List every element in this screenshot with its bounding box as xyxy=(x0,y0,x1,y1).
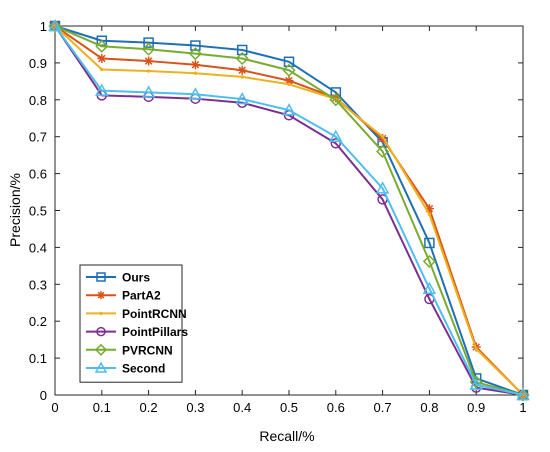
legend-label: Second xyxy=(122,362,165,376)
data-point-square xyxy=(283,56,295,68)
data-point-triangle xyxy=(188,87,203,100)
y-tick-label: 0.1 xyxy=(29,351,47,366)
legend-item: PartA2 xyxy=(86,289,161,303)
legend-item: PointPillars xyxy=(86,325,188,339)
y-tick-label: 0.6 xyxy=(29,167,47,182)
data-point-triangle xyxy=(141,85,156,98)
legend-item: PointRCNN xyxy=(86,307,187,321)
x-tick-label: 0 xyxy=(51,400,58,415)
x-axis-label: Recall/% xyxy=(259,428,314,444)
y-tick-label: 1 xyxy=(40,19,47,34)
asterisk-stroke xyxy=(191,60,200,69)
data-point-asterisk xyxy=(190,60,200,70)
series-pvrcnn xyxy=(48,19,530,402)
x-tick-label: 0.8 xyxy=(420,400,438,415)
asterisk-stroke xyxy=(238,66,246,75)
data-point-diamond xyxy=(94,343,108,356)
legend-label: PartA2 xyxy=(122,289,161,303)
series-line xyxy=(54,25,524,396)
x-tick-label: 1 xyxy=(519,400,526,415)
data-point-triangle xyxy=(469,377,483,390)
data-point-diamond xyxy=(469,375,483,389)
x-tick-label: 0.6 xyxy=(327,400,345,415)
data-point-diamond xyxy=(188,47,202,61)
data-point-diamond xyxy=(142,42,156,56)
data-point-square xyxy=(143,37,154,48)
legend-item: Ours xyxy=(86,271,150,285)
data-point-circle xyxy=(96,326,106,337)
asterisk-stroke xyxy=(98,54,106,63)
legend-item: PVRCNN xyxy=(86,343,173,357)
data-point-dot xyxy=(193,71,198,75)
series-second xyxy=(48,18,530,401)
legend-label: PointRCNN xyxy=(122,307,187,321)
data-point-diamond xyxy=(48,19,62,33)
y-tick-label: 0.3 xyxy=(29,277,47,292)
data-point-dot xyxy=(100,67,104,72)
data-point-dot xyxy=(240,75,244,79)
x-tick-label: 0.4 xyxy=(233,400,251,415)
legend-box xyxy=(79,264,183,383)
data-point-dot xyxy=(380,134,385,139)
y-tick-label: 0.4 xyxy=(29,240,47,255)
asterisk-stroke xyxy=(97,291,105,299)
data-point-triangle xyxy=(48,18,62,32)
legend: Ours PartA2 PointRCNN PointPillars PVRCNN Sec… xyxy=(79,264,188,383)
asterisk-stroke xyxy=(285,76,293,85)
y-tick-label: 0.8 xyxy=(29,93,47,108)
data-point-triangle xyxy=(375,181,390,194)
data-point-triangle xyxy=(422,281,437,294)
legend-label: Ours xyxy=(122,271,150,285)
x-tick-label: 0.7 xyxy=(374,400,392,415)
legend-label: PointPillars xyxy=(122,325,188,339)
data-point-triangle xyxy=(516,387,530,401)
data-point-dot xyxy=(99,311,103,316)
y-tick-label: 0 xyxy=(40,388,47,403)
x-tick-label: 0.1 xyxy=(93,400,111,415)
data-point-diamond xyxy=(329,93,343,107)
legend-item: Second xyxy=(86,361,165,376)
data-point-triangle xyxy=(94,361,108,373)
asterisk-stroke xyxy=(144,57,153,65)
data-point-diamond xyxy=(422,254,436,268)
series-lines xyxy=(48,18,530,402)
data-point-square xyxy=(424,237,435,249)
data-point-asterisk xyxy=(97,53,107,63)
data-point-dot xyxy=(474,347,478,351)
data-point-triangle xyxy=(329,129,343,142)
data-point-triangle xyxy=(282,103,296,116)
data-point-triangle xyxy=(95,83,109,96)
data-point-diamond xyxy=(282,63,296,77)
y-tick-label: 0.2 xyxy=(29,314,47,329)
data-point-asterisk xyxy=(144,56,154,66)
x-tick-label: 0.9 xyxy=(467,400,485,415)
x-tick-label: 0.3 xyxy=(186,400,204,415)
data-point-dot xyxy=(146,69,151,73)
y-tick-label: 0.5 xyxy=(29,204,47,219)
x-tick-label: 0.2 xyxy=(140,400,158,415)
data-point-diamond xyxy=(95,39,109,53)
data-point-diamond xyxy=(235,51,249,66)
legend-label: PVRCNN xyxy=(122,343,173,357)
data-point-dot xyxy=(427,212,432,216)
series-line xyxy=(54,25,524,396)
y-tick-label: 0.9 xyxy=(29,56,47,71)
data-point-triangle xyxy=(235,92,249,105)
data-point-asterisk xyxy=(97,291,105,300)
data-point-circle xyxy=(330,138,342,149)
y-tick-label: 0.7 xyxy=(29,130,47,145)
data-point-square xyxy=(96,272,106,282)
x-tick-label: 0.5 xyxy=(280,400,298,415)
data-point-asterisk xyxy=(237,65,247,75)
data-point-dot xyxy=(287,82,291,87)
y-axis-label: Precision/% xyxy=(7,173,23,247)
data-point-square xyxy=(190,40,201,51)
data-point-square xyxy=(236,44,248,56)
data-point-diamond xyxy=(376,144,390,159)
series-line xyxy=(54,25,524,396)
